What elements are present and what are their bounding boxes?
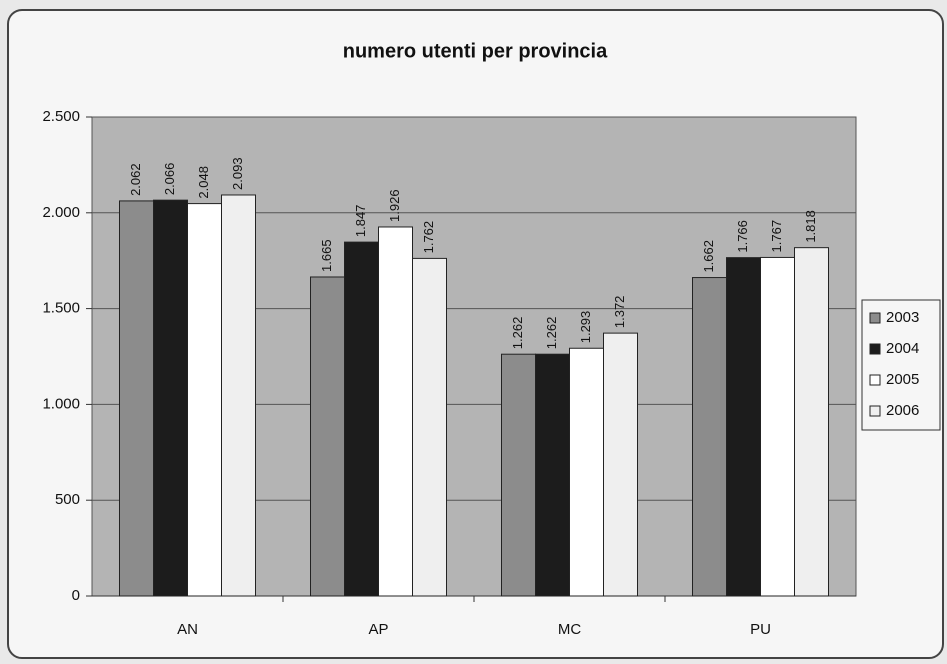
bar xyxy=(412,257,447,597)
bar xyxy=(153,199,188,597)
x-tick-label: MC xyxy=(558,621,581,638)
legend-swatch xyxy=(869,312,881,324)
x-tick-label: AP xyxy=(368,621,388,638)
bar xyxy=(221,194,256,597)
legend-label: 2006 xyxy=(886,402,919,419)
value-label: 1.766 xyxy=(735,220,750,253)
bar xyxy=(119,200,154,597)
bar xyxy=(187,203,222,597)
bar xyxy=(501,353,536,597)
bar xyxy=(794,247,829,597)
bar xyxy=(535,353,570,597)
y-tick-label: 2.500 xyxy=(42,108,80,125)
legend-swatch xyxy=(869,343,881,355)
value-label: 1.665 xyxy=(319,239,334,272)
bar xyxy=(378,226,413,597)
bar xyxy=(760,256,795,597)
y-tick-label: 2.000 xyxy=(42,204,80,221)
bar xyxy=(603,332,638,597)
value-label: 1.262 xyxy=(544,317,559,350)
y-tick-label: 1.500 xyxy=(42,300,80,317)
value-label: 1.293 xyxy=(578,311,593,344)
y-tick-label: 500 xyxy=(55,491,80,508)
value-label: 1.262 xyxy=(510,317,525,350)
value-label: 2.066 xyxy=(162,163,177,196)
value-label: 2.093 xyxy=(230,157,245,190)
legend-label: 2003 xyxy=(886,309,919,326)
legend-swatch xyxy=(869,405,881,417)
value-label: 2.048 xyxy=(196,166,211,199)
value-label: 1.847 xyxy=(353,205,368,238)
x-tick-label: PU xyxy=(750,621,771,638)
legend-label: 2004 xyxy=(886,340,919,357)
legend-swatch xyxy=(869,374,881,386)
bar xyxy=(310,276,345,597)
value-label: 1.762 xyxy=(421,221,436,254)
bar xyxy=(344,241,379,597)
value-label: 1.372 xyxy=(612,296,627,329)
value-label: 1.818 xyxy=(803,210,818,243)
bar xyxy=(726,257,761,597)
value-label: 1.662 xyxy=(701,240,716,273)
bar xyxy=(569,347,604,597)
legend-label: 2005 xyxy=(886,371,919,388)
x-tick-label: AN xyxy=(177,621,198,638)
bar xyxy=(692,277,727,597)
y-tick-label: 0 xyxy=(72,587,80,604)
chart-title: numero utenti per provincia xyxy=(343,40,608,62)
y-tick-label: 1.000 xyxy=(42,395,80,412)
value-label: 1.767 xyxy=(769,220,784,253)
value-label: 2.062 xyxy=(128,163,143,196)
value-label: 1.926 xyxy=(387,189,402,222)
